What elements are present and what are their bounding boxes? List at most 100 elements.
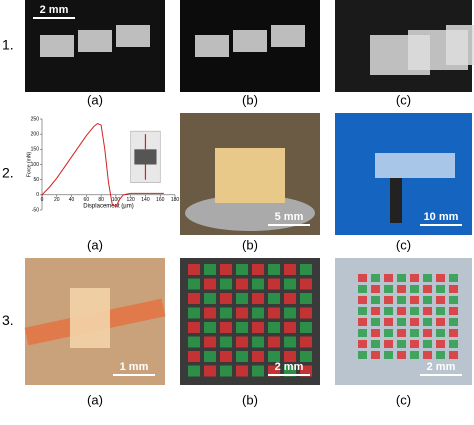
cell	[410, 307, 419, 315]
cell	[204, 307, 216, 319]
cell	[188, 307, 200, 319]
cell	[220, 351, 232, 362]
cell	[358, 318, 367, 326]
cell	[300, 336, 312, 348]
cell	[236, 336, 248, 348]
cell	[410, 285, 419, 293]
panel-caption: (c)	[396, 92, 411, 107]
cell	[268, 336, 280, 348]
cell	[371, 318, 380, 326]
scale-bar-label: 10 mm	[424, 211, 459, 223]
cell	[436, 307, 445, 315]
cell	[284, 351, 296, 362]
cell	[284, 322, 296, 333]
cell	[188, 351, 200, 362]
cell	[384, 318, 393, 326]
row-label: 1.	[2, 37, 14, 53]
cell	[188, 278, 200, 290]
cell	[300, 307, 312, 319]
cell	[268, 264, 280, 275]
bolt	[390, 178, 402, 223]
row-label: 2.	[2, 165, 14, 181]
cell	[436, 351, 445, 359]
cell	[284, 264, 296, 275]
cell	[384, 285, 393, 293]
x-tick-label: 160	[156, 197, 165, 203]
y-tick-label: 200	[31, 131, 40, 137]
cell	[410, 274, 419, 282]
cell	[188, 264, 200, 275]
cell	[449, 274, 458, 282]
row-label: 3.	[2, 312, 14, 328]
cell	[252, 307, 264, 319]
cell	[423, 285, 432, 293]
cell	[410, 340, 419, 348]
cell	[204, 336, 216, 348]
cell	[252, 293, 264, 304]
cell	[423, 340, 432, 348]
device	[375, 153, 455, 178]
cell	[358, 340, 367, 348]
x-tick-label: 180	[171, 197, 180, 203]
cell	[220, 278, 232, 290]
cell	[449, 296, 458, 304]
y-tick-label: -50	[32, 207, 39, 213]
panel-caption: (a)	[87, 392, 103, 407]
cell	[268, 293, 280, 304]
cell	[268, 278, 280, 290]
block	[40, 35, 74, 57]
cell	[384, 340, 393, 348]
cell	[284, 278, 296, 290]
castle	[215, 148, 285, 203]
block	[271, 25, 305, 47]
x-axis-label: Displacement (µm)	[83, 203, 133, 209]
cell	[397, 307, 406, 315]
cell	[204, 365, 216, 377]
cell	[423, 296, 432, 304]
block	[116, 25, 150, 47]
x-tick-label: 40	[69, 197, 75, 203]
cell	[436, 318, 445, 326]
cell	[384, 351, 393, 359]
cell	[300, 293, 312, 304]
x-tick-label: 80	[98, 197, 104, 203]
cell	[423, 318, 432, 326]
cell	[358, 285, 367, 293]
cell	[300, 322, 312, 333]
cell	[300, 264, 312, 275]
cell	[423, 351, 432, 359]
cell	[284, 365, 296, 377]
y-axis-label: Force (mN)	[26, 152, 32, 178]
cell	[252, 264, 264, 275]
cell	[252, 351, 264, 362]
cell	[449, 351, 458, 359]
cell	[423, 274, 432, 282]
force-line	[41, 122, 164, 208]
cell	[252, 365, 264, 377]
cell	[410, 296, 419, 304]
cell	[220, 365, 232, 377]
cell	[358, 329, 367, 337]
cell	[204, 351, 216, 362]
photo	[180, 258, 320, 385]
block	[233, 30, 267, 52]
cell	[410, 318, 419, 326]
cell	[436, 340, 445, 348]
cell	[397, 274, 406, 282]
cell	[204, 278, 216, 290]
x-tick-label: 20	[54, 197, 60, 203]
cell	[188, 293, 200, 304]
x-tick-label: 120	[126, 197, 135, 203]
panel-caption: (b)	[242, 237, 258, 252]
cell	[449, 329, 458, 337]
cell	[384, 296, 393, 304]
cell	[449, 307, 458, 315]
cell	[252, 336, 264, 348]
cell	[371, 274, 380, 282]
x-tick-label: 140	[141, 197, 150, 203]
cell	[300, 351, 312, 362]
cell	[371, 296, 380, 304]
cell	[284, 293, 296, 304]
cell	[284, 336, 296, 348]
